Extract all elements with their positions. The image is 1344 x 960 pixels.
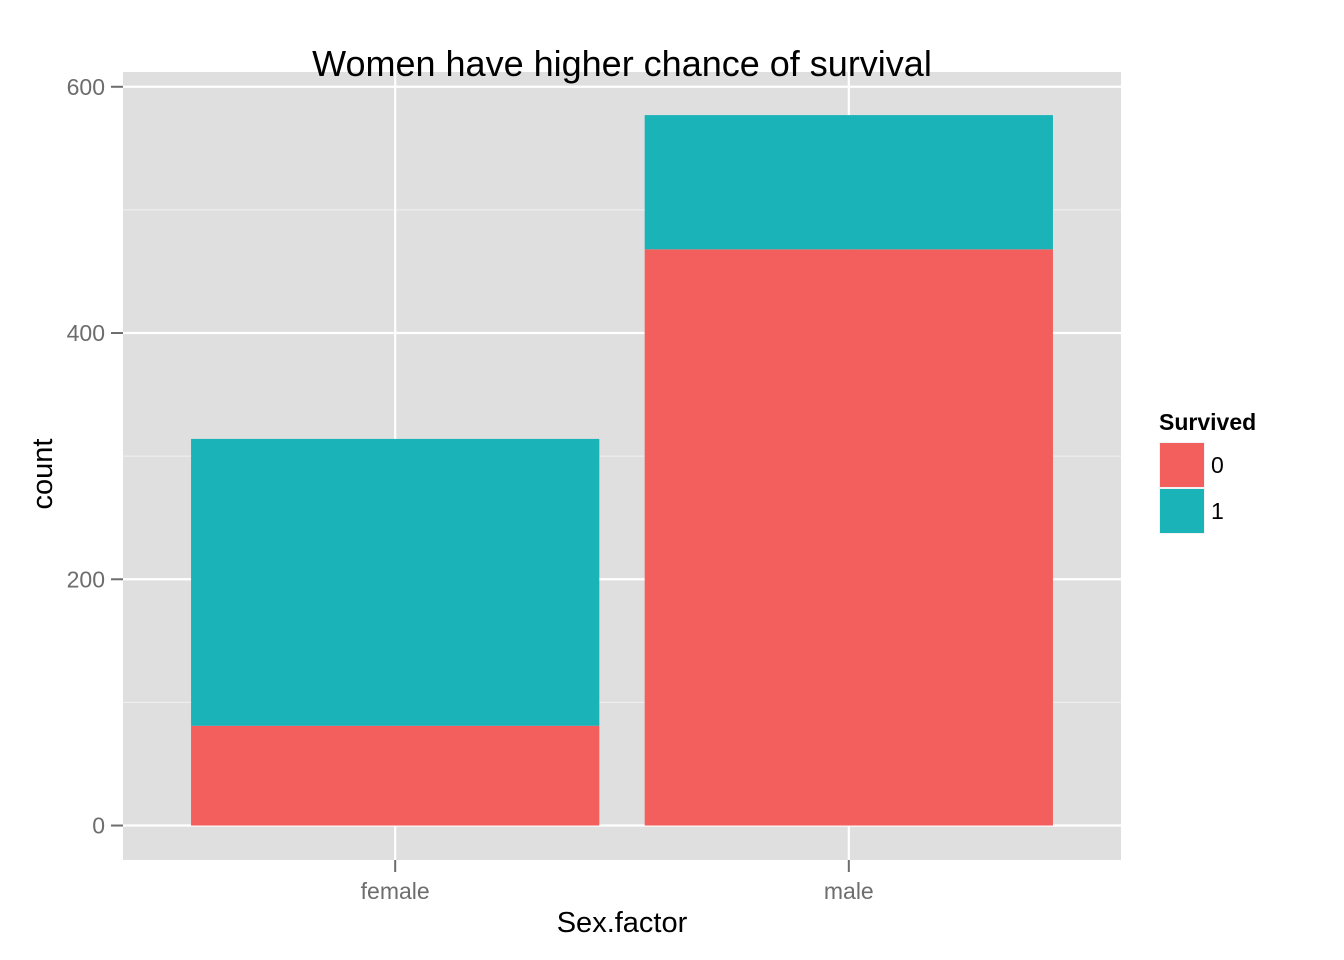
- y-tick-label: 200: [67, 566, 105, 592]
- y-axis-title: count: [27, 439, 59, 510]
- y-tick-label: 0: [92, 813, 105, 839]
- y-tick-label: 600: [67, 74, 105, 100]
- y-axis: 0 200 400 600: [67, 74, 123, 839]
- bars: [191, 115, 1053, 826]
- bar-male-survived-1: [644, 115, 1053, 250]
- legend-label: 1: [1211, 498, 1224, 524]
- y-tick-label: 400: [67, 320, 105, 346]
- chart-title: Women have higher chance of survival: [312, 43, 932, 84]
- x-tick-label: female: [361, 878, 430, 904]
- x-tick-label: male: [824, 878, 874, 904]
- legend-label: 0: [1211, 452, 1224, 478]
- legend-key-swatch: [1160, 489, 1204, 533]
- x-axis-title: Sex.factor: [557, 907, 688, 939]
- legend-title: Survived: [1159, 409, 1256, 435]
- legend: Survived 0 1: [1159, 409, 1256, 534]
- bar-female-survived-0: [191, 725, 600, 826]
- legend-key-swatch: [1160, 443, 1204, 487]
- x-axis: female male: [361, 860, 874, 904]
- bar-male-survived-0: [644, 249, 1053, 826]
- bar-female-survived-1: [191, 438, 600, 726]
